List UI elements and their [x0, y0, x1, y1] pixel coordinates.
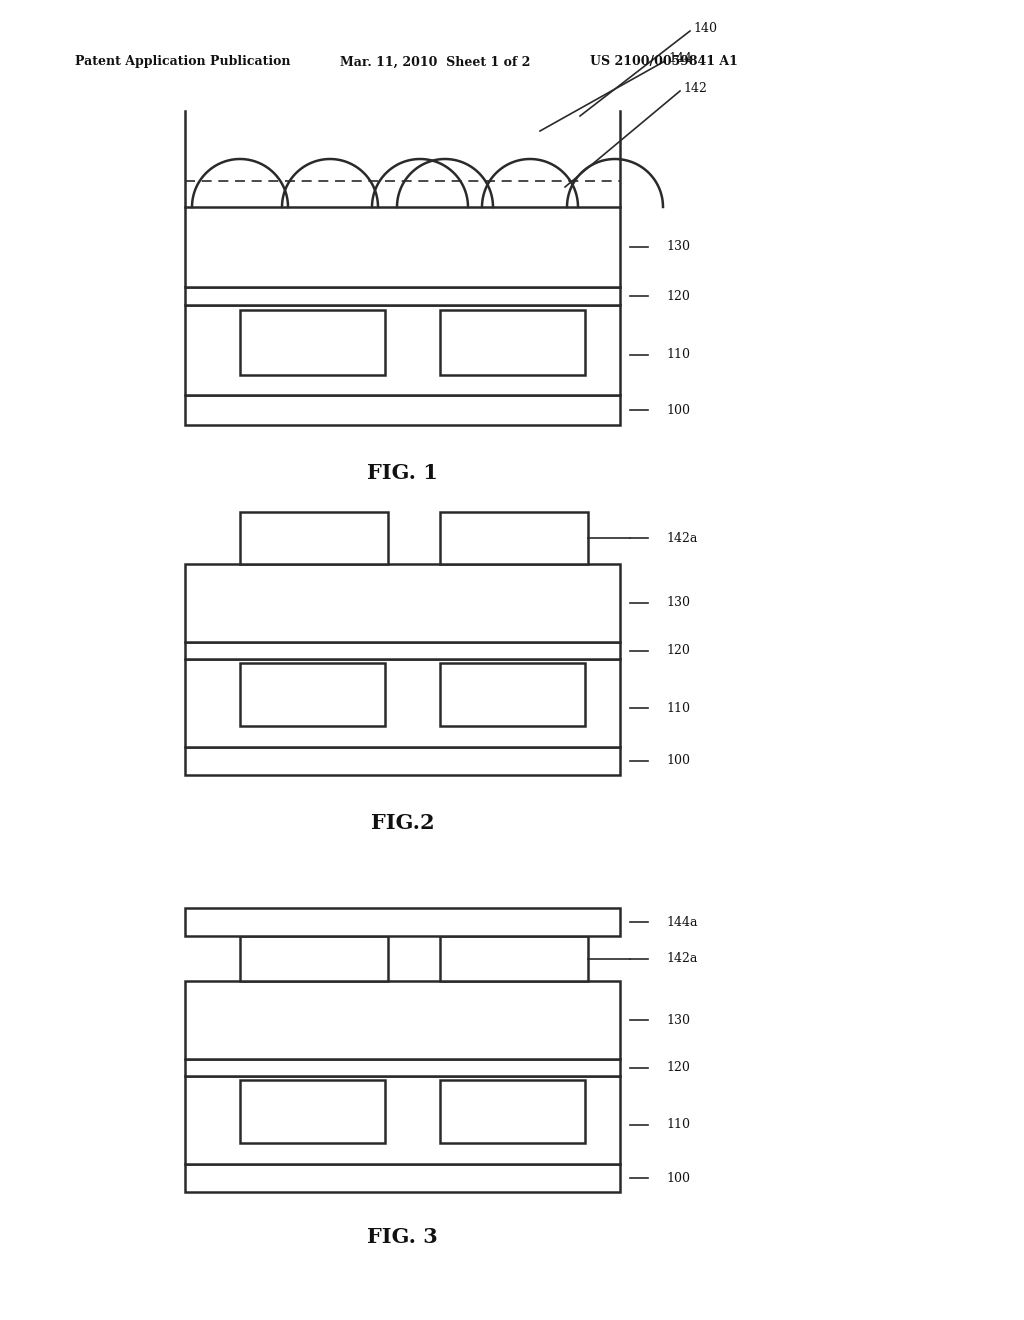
Bar — [240, 1080, 385, 1143]
Bar — [240, 663, 385, 726]
Text: 140: 140 — [693, 22, 717, 36]
Text: US 2100/0059841 A1: US 2100/0059841 A1 — [590, 55, 738, 69]
Bar — [185, 1076, 620, 1164]
Text: Mar. 11, 2010  Sheet 1 of 2: Mar. 11, 2010 Sheet 1 of 2 — [340, 55, 530, 69]
Bar — [440, 1080, 585, 1143]
Bar — [185, 207, 620, 286]
Bar — [440, 936, 588, 981]
Bar — [240, 310, 385, 375]
Bar — [240, 512, 388, 564]
Text: Patent Application Publication: Patent Application Publication — [75, 55, 291, 69]
Bar — [185, 642, 620, 659]
Text: 142: 142 — [683, 82, 707, 95]
Bar — [440, 310, 585, 375]
Bar — [240, 936, 388, 981]
Text: 120: 120 — [666, 1061, 690, 1074]
Text: 142a: 142a — [666, 532, 697, 544]
Text: 120: 120 — [666, 644, 690, 657]
Text: 110: 110 — [666, 1118, 690, 1131]
Text: 130: 130 — [666, 1014, 690, 1027]
Text: 144a: 144a — [666, 916, 697, 928]
Bar — [185, 305, 620, 395]
Bar — [185, 908, 620, 936]
Text: FIG.2: FIG.2 — [371, 813, 434, 833]
Text: FIG. 1: FIG. 1 — [367, 463, 438, 483]
Bar — [185, 981, 620, 1059]
Bar — [185, 659, 620, 747]
Text: 100: 100 — [666, 1172, 690, 1184]
Bar — [185, 747, 620, 775]
Text: 142a: 142a — [666, 952, 697, 965]
Text: 144: 144 — [668, 53, 692, 66]
Bar — [185, 564, 620, 642]
Bar — [440, 663, 585, 726]
Text: FIG. 3: FIG. 3 — [368, 1228, 438, 1247]
Text: 120: 120 — [666, 289, 690, 302]
Bar — [185, 395, 620, 425]
Text: 130: 130 — [666, 240, 690, 253]
Text: 110: 110 — [666, 701, 690, 714]
Bar — [185, 1059, 620, 1076]
Text: 130: 130 — [666, 597, 690, 610]
Text: 100: 100 — [666, 404, 690, 417]
Bar — [185, 1164, 620, 1192]
Text: 100: 100 — [666, 755, 690, 767]
Bar — [185, 286, 620, 305]
Bar — [440, 512, 588, 564]
Text: 110: 110 — [666, 348, 690, 362]
